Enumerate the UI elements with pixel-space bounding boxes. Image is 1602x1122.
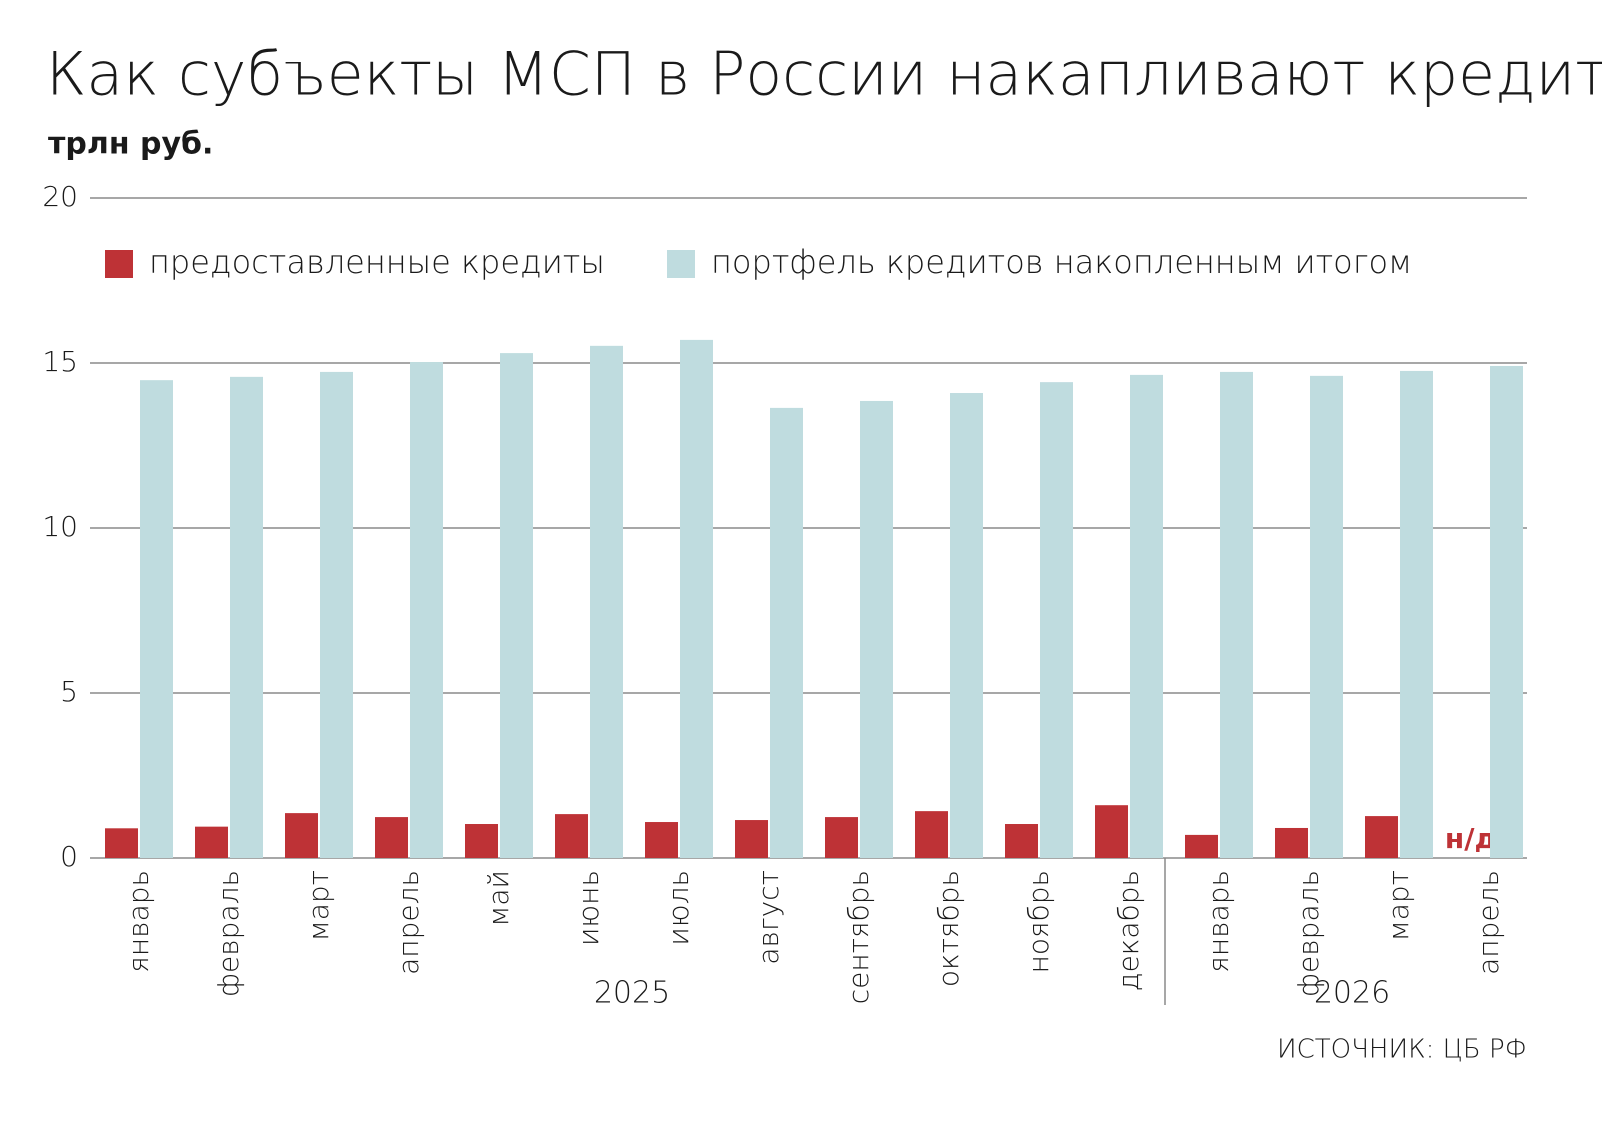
bar — [590, 345, 623, 859]
x-tick-label: март — [302, 870, 335, 941]
bar — [465, 824, 498, 858]
y-tick-label: 5 — [60, 675, 78, 708]
bar — [1220, 371, 1253, 858]
bar — [500, 353, 533, 858]
x-tick-label: апрель — [1472, 870, 1505, 975]
bar — [735, 820, 768, 858]
bar — [915, 811, 948, 858]
x-tick-label: май — [482, 870, 515, 927]
x-tick-label: январь — [122, 870, 155, 973]
legend-swatch — [105, 250, 133, 278]
source: ИСТОЧНИК: ЦБ РФ — [1277, 1035, 1527, 1065]
x-tick-label: октябрь — [932, 870, 965, 987]
x-tick-label: февраль — [1292, 870, 1325, 997]
bar — [1095, 805, 1128, 858]
annotation: н/д — [1445, 822, 1497, 855]
bar — [1400, 370, 1433, 858]
bar — [770, 407, 803, 858]
bar — [680, 339, 713, 858]
bar — [950, 393, 983, 858]
bar — [1310, 375, 1343, 858]
x-tick-label: март — [1382, 870, 1415, 941]
bar — [1185, 834, 1218, 858]
x-tick-label: январь — [1202, 870, 1235, 973]
bar — [825, 817, 858, 858]
x-tick-label: август — [752, 870, 785, 965]
x-tick-label: июль — [662, 870, 695, 946]
x-tick-label: февраль — [212, 870, 245, 997]
x-tick-label: апрель — [392, 870, 425, 975]
bar — [230, 376, 263, 858]
bar — [410, 362, 443, 858]
bar — [375, 817, 408, 858]
legend-label: портфель кредитов накопленным итогом — [711, 243, 1412, 281]
year-label: 2026 — [1314, 976, 1390, 1011]
x-tick-label: ноябрь — [1022, 870, 1055, 973]
y-tick-label: 0 — [60, 840, 78, 873]
legend-swatch — [667, 250, 695, 278]
bar — [195, 826, 228, 858]
bar — [1275, 827, 1308, 858]
bar — [555, 814, 588, 858]
year-label: 2025 — [594, 976, 670, 1011]
y-tick-label: 10 — [42, 510, 78, 543]
bar — [1365, 816, 1398, 858]
x-tick-label: декабрь — [1112, 870, 1145, 991]
bar — [645, 822, 678, 858]
chart-title: Как субъекты МСП в России накапливают кр… — [46, 40, 1602, 110]
bar — [1130, 374, 1163, 858]
bar — [1005, 824, 1038, 858]
legend-label: предоставленные кредиты — [149, 243, 605, 281]
bar — [140, 380, 173, 858]
y-tick-label: 15 — [42, 345, 78, 378]
bar — [105, 828, 138, 858]
bar — [860, 400, 893, 858]
x-tick-label: июнь — [572, 870, 605, 946]
bar — [1040, 382, 1073, 858]
x-tick-label: сентябрь — [842, 870, 875, 1004]
y-tick-label: 20 — [42, 180, 78, 213]
bar — [320, 371, 353, 858]
bar — [285, 813, 318, 858]
bar — [1490, 365, 1523, 858]
chart-subtitle: трлн руб. — [48, 127, 213, 162]
